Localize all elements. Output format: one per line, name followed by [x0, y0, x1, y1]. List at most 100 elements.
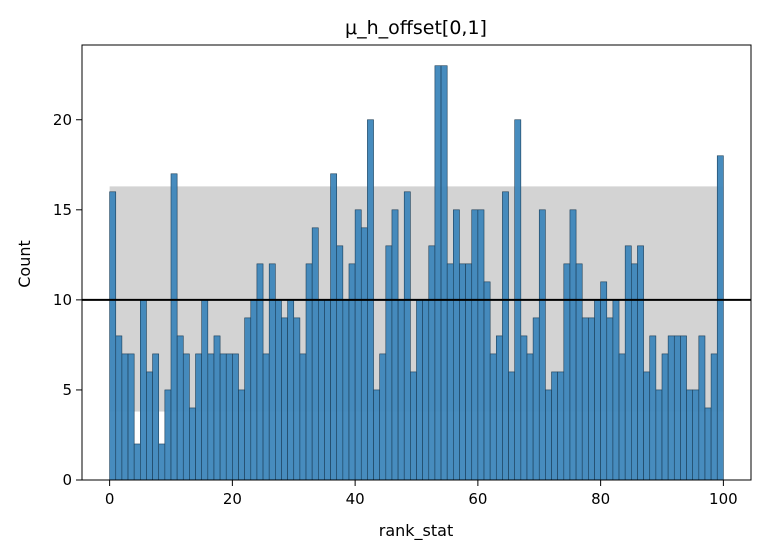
- histogram-bar: [588, 317, 595, 481]
- histogram-bar: [606, 317, 614, 481]
- histogram-bar: [673, 335, 681, 481]
- histogram-bar: [360, 227, 368, 481]
- histogram-bar: [262, 353, 270, 481]
- histogram-bar: [342, 299, 350, 481]
- x-axis-label: rank_stat: [379, 521, 453, 541]
- histogram-bar: [225, 353, 233, 481]
- histogram-bar: [133, 443, 141, 481]
- histogram-bar: [127, 353, 135, 481]
- histogram-bar: [508, 371, 516, 481]
- x-tick-label: 40: [346, 490, 365, 508]
- histogram-bar: [704, 407, 712, 481]
- histogram-bar: [446, 263, 454, 481]
- histogram-bar: [219, 353, 227, 481]
- histogram-bar: [311, 227, 319, 481]
- histogram-bar: [410, 371, 417, 481]
- histogram-bar: [624, 245, 632, 481]
- histogram-bar: [680, 335, 687, 481]
- histogram-bar: [495, 335, 503, 481]
- histogram-bar: [115, 335, 123, 481]
- histogram-bar: [563, 263, 571, 481]
- histogram-bar: [422, 299, 430, 481]
- histogram-bar: [268, 263, 276, 481]
- x-tick-label: 20: [223, 490, 242, 508]
- histogram-bar: [330, 173, 338, 481]
- histogram-bar: [281, 317, 288, 481]
- x-tick-label: 0: [105, 490, 115, 508]
- histogram-bar: [483, 281, 491, 481]
- plot-frame: [81, 44, 752, 481]
- axes-layer: [81, 44, 752, 481]
- histogram-bar: [710, 353, 718, 481]
- histogram-bar: [293, 317, 301, 481]
- histogram-bar: [232, 353, 239, 481]
- histogram-bar: [189, 407, 196, 481]
- histogram-bar: [391, 209, 399, 481]
- histogram-bar: [195, 353, 202, 481]
- histogram-bar: [716, 155, 724, 481]
- histogram-bar: [164, 389, 172, 481]
- histogram-bar: [600, 281, 608, 481]
- histogram-bar: [520, 335, 528, 481]
- histogram-bar: [538, 209, 546, 481]
- histogram-bar: [594, 299, 601, 481]
- histogram-bar: [569, 209, 577, 481]
- histogram-bar: [324, 299, 331, 481]
- histogram-bar: [403, 191, 411, 481]
- histogram-bar: [612, 299, 620, 481]
- histogram-bar: [299, 353, 307, 481]
- histogram-bar: [158, 443, 166, 481]
- histogram-bar: [618, 353, 626, 481]
- histogram-bar: [238, 389, 245, 481]
- histogram-bar: [526, 353, 534, 481]
- ticks-layer: 0 20 40 60 80 100 0 5 10 15 20: [53, 111, 738, 508]
- histogram-bar: [250, 299, 258, 481]
- histogram-bar: [176, 335, 184, 481]
- histogram-bar: [655, 389, 663, 481]
- y-tick-label: 15: [53, 201, 72, 219]
- histogram-bar: [545, 389, 552, 481]
- histogram-bar: [667, 335, 675, 481]
- histogram-bar: [109, 191, 117, 481]
- histogram-bar: [477, 209, 485, 481]
- histogram-bar: [379, 353, 387, 481]
- y-axis-label: Count: [15, 240, 34, 288]
- histogram-bar: [532, 317, 540, 481]
- histogram-bar: [489, 353, 497, 481]
- histogram-bar: [244, 317, 252, 481]
- histogram-bar: [354, 209, 362, 481]
- histogram-bar: [465, 263, 473, 481]
- histogram-bar: [256, 263, 264, 481]
- histogram-bar: [581, 317, 589, 481]
- x-tick-label: 80: [591, 490, 610, 508]
- histogram-bar: [428, 245, 436, 481]
- x-tick-label: 100: [709, 490, 738, 508]
- histogram-bar: [459, 263, 466, 481]
- histogram-bar: [317, 299, 325, 481]
- histogram-bar: [453, 209, 460, 481]
- histogram-bar: [649, 335, 657, 481]
- histogram-bar: [698, 335, 706, 481]
- histogram-bar: [385, 245, 393, 481]
- histogram-bar: [305, 263, 313, 481]
- histogram-bar: [397, 299, 405, 481]
- histogram-bar: [686, 389, 693, 481]
- histogram-bar: [373, 389, 380, 481]
- histogram-bar: [471, 209, 479, 481]
- histogram-bar: [348, 263, 356, 481]
- histogram-bar: [440, 65, 448, 481]
- histogram-bar: [170, 173, 178, 481]
- histogram-bar: [201, 299, 209, 481]
- y-tick-label: 5: [62, 381, 72, 399]
- histogram-bar: [336, 245, 344, 481]
- histogram-bar: [207, 353, 215, 481]
- y-tick-label: 10: [53, 291, 72, 309]
- histogram-bar: [287, 299, 295, 481]
- histogram-bar: [146, 371, 153, 481]
- histogram-bar: [575, 263, 583, 481]
- x-tick-label: 60: [468, 490, 487, 508]
- histogram-bar: [152, 353, 160, 481]
- histogram-bar: [551, 371, 558, 481]
- y-tick-label: 0: [62, 471, 72, 489]
